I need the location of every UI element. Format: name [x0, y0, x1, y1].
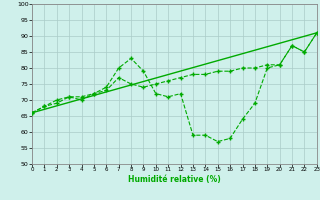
X-axis label: Humidité relative (%): Humidité relative (%) [128, 175, 221, 184]
